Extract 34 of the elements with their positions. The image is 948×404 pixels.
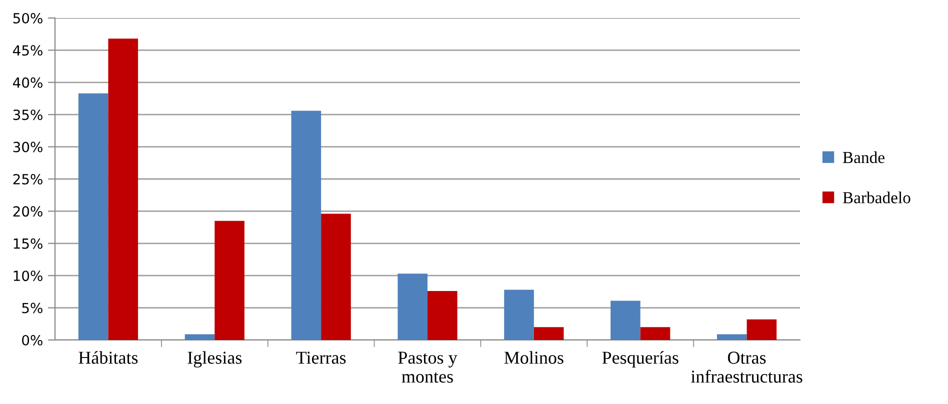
y-tick-label: 45% <box>13 45 42 56</box>
bar <box>610 300 640 340</box>
bar <box>398 274 428 340</box>
bar <box>321 214 351 340</box>
y-tick-label: 5% <box>22 302 42 314</box>
x-tick-label: Molinos <box>504 351 564 364</box>
x-tick-label: Pastos y montes <box>398 352 458 383</box>
bar <box>428 291 458 340</box>
legend-label: Bande <box>842 151 884 164</box>
y-tick-label: 20% <box>13 206 42 217</box>
bar <box>78 93 108 340</box>
bar <box>291 110 322 340</box>
x-tick-label: Tierras <box>296 352 346 364</box>
x-tick-label: Pesquerías <box>602 351 678 368</box>
bar <box>534 327 564 340</box>
legend-label: Barbadelo <box>842 192 910 204</box>
x-tick-label: Otras infraestructuras <box>691 352 802 383</box>
y-tick-label: 15% <box>14 238 42 249</box>
bar <box>746 319 777 340</box>
bar <box>214 220 244 340</box>
y-tick-label: 50% <box>13 12 42 24</box>
bar <box>504 290 534 340</box>
bar <box>108 38 138 340</box>
y-tick-label: 0% <box>22 334 42 346</box>
bar <box>184 334 215 340</box>
y-tick-label: 40% <box>13 77 42 88</box>
y-tick-label: 35% <box>13 110 42 120</box>
y-tick-label: 10% <box>14 270 42 282</box>
y-tick-label: 30% <box>13 142 42 152</box>
bar <box>716 334 747 340</box>
x-tick-label: Iglesias <box>188 351 242 368</box>
x-tick-label: Hábitats <box>78 351 138 364</box>
y-tick-label: 25% <box>13 174 42 184</box>
bar <box>640 327 670 340</box>
